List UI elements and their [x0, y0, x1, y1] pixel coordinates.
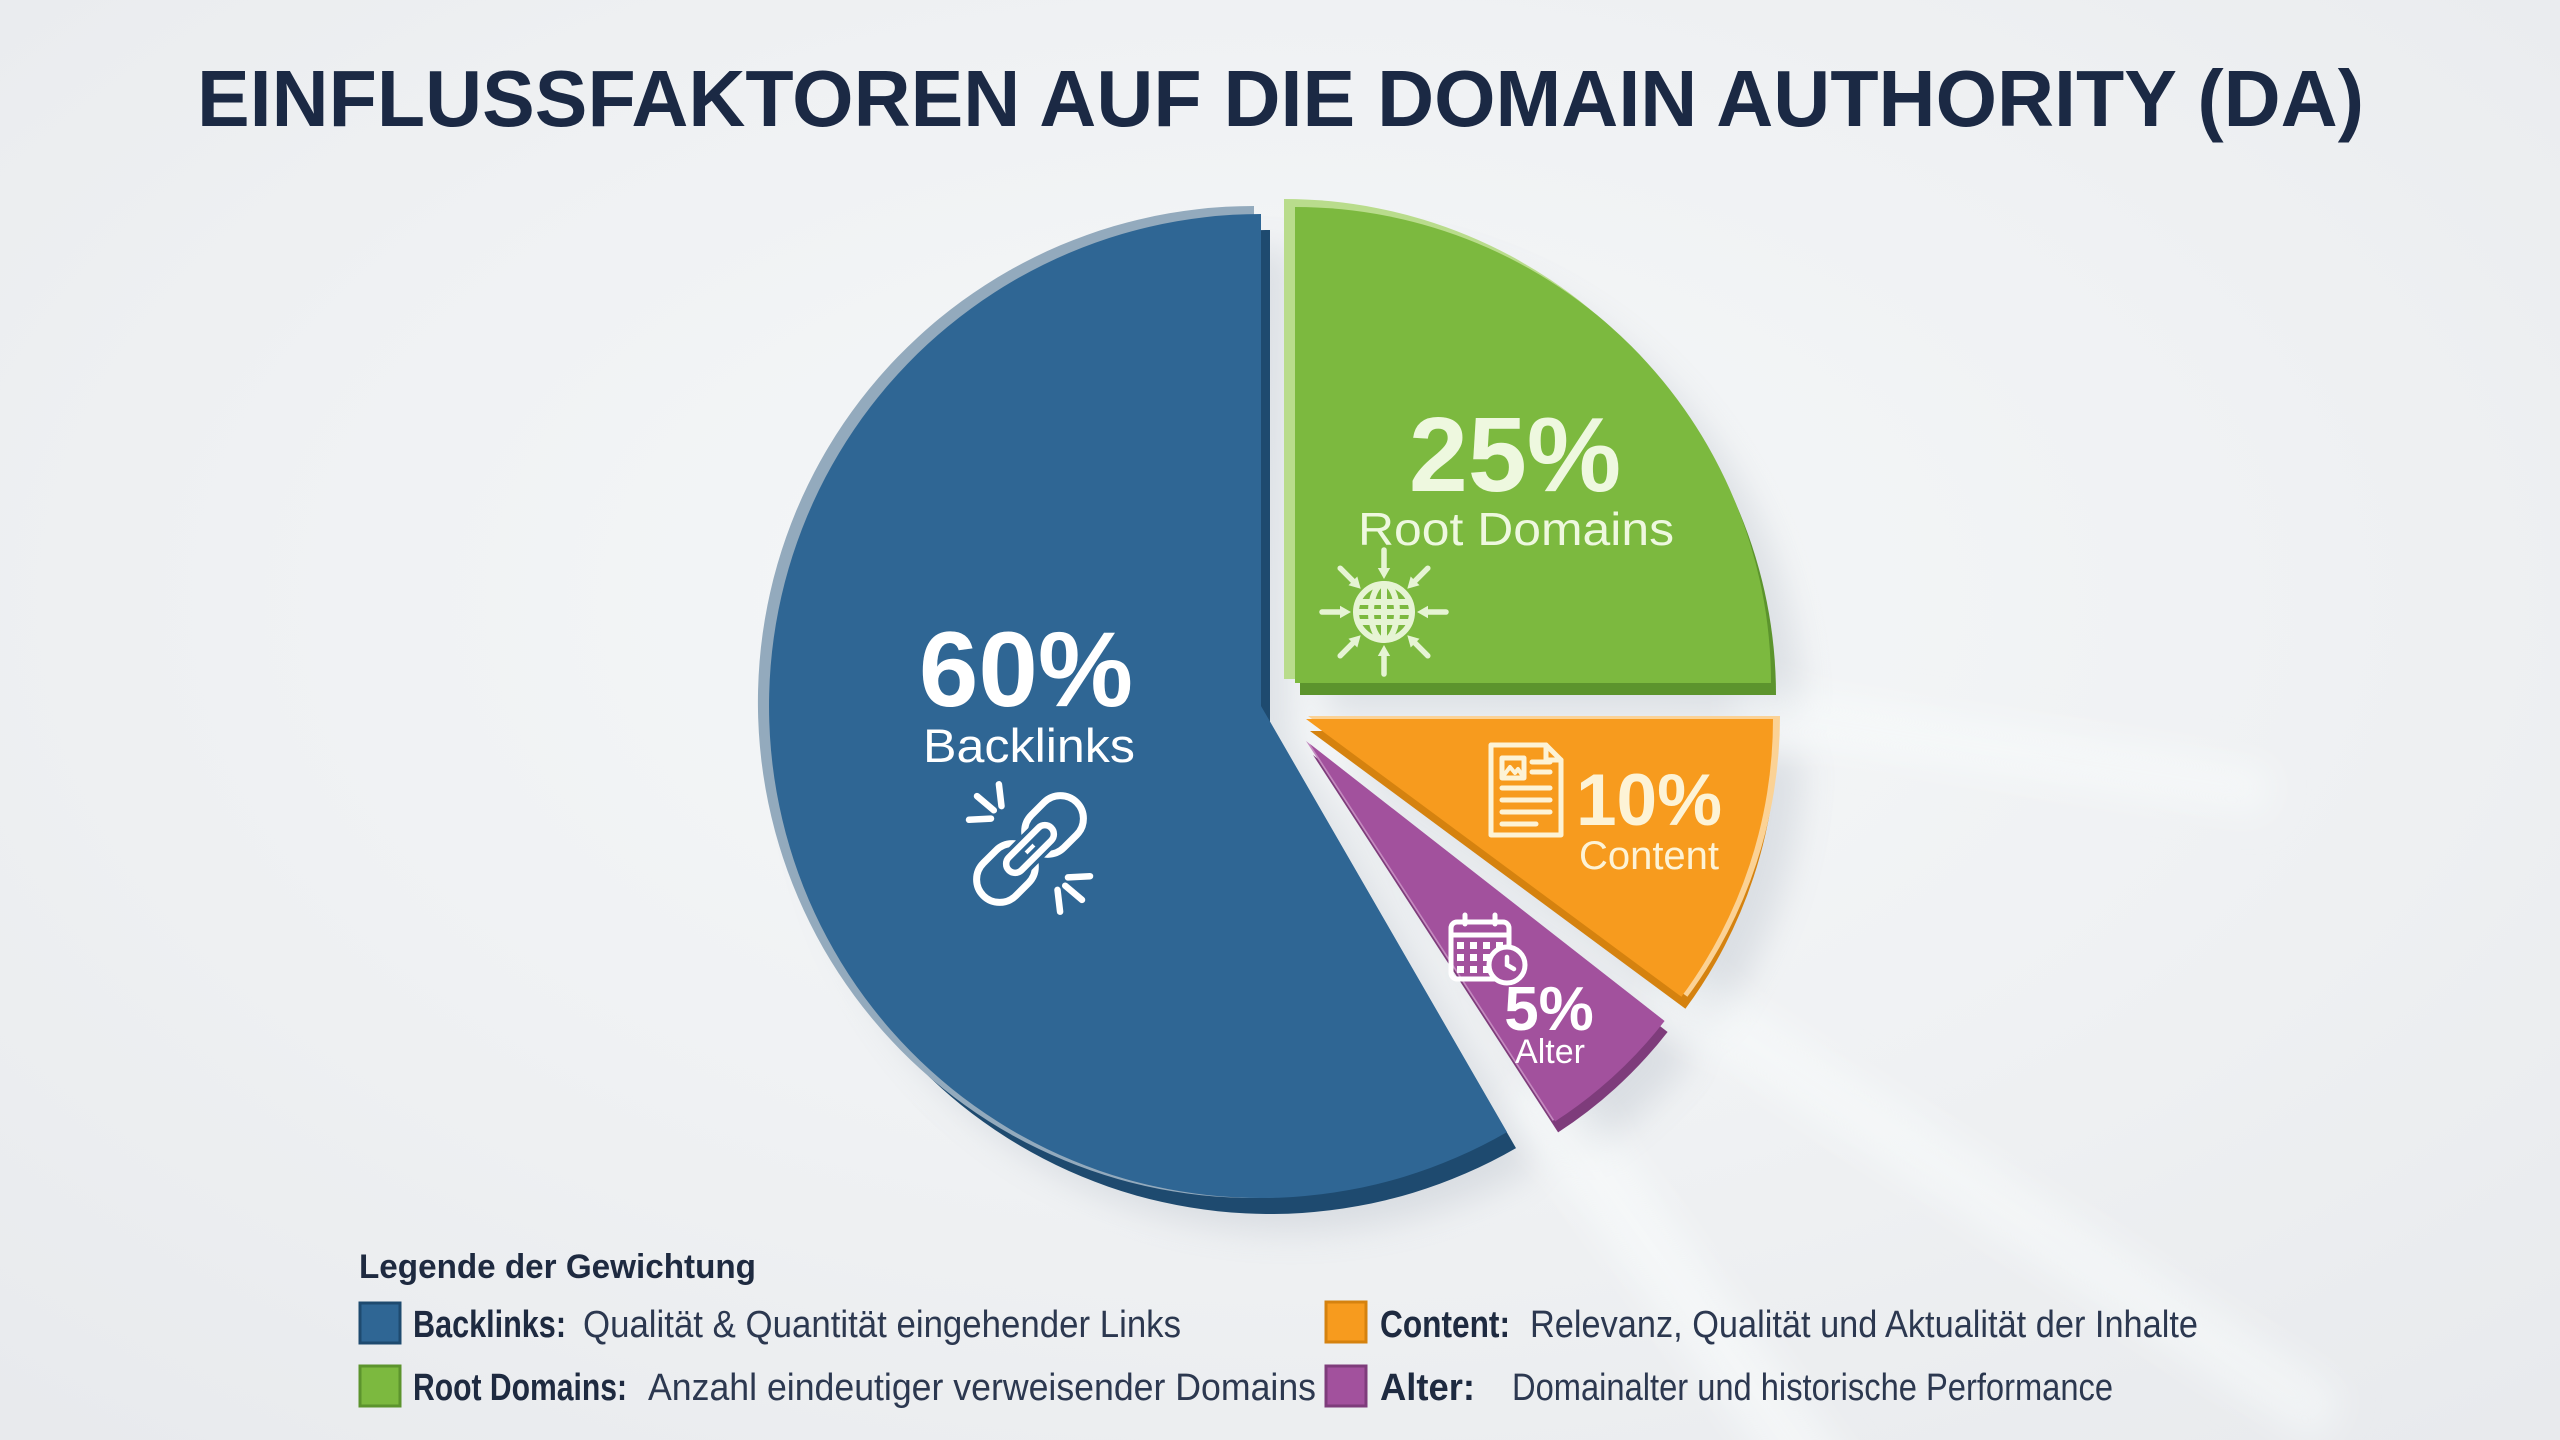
svg-text:5%: 5% — [1504, 975, 1594, 1044]
svg-text:Domainalter und historische Pe: Domainalter und historische Performance — [1512, 1367, 2113, 1409]
svg-text:60%: 60% — [919, 609, 1133, 729]
svg-text:Backlinks:: Backlinks: — [413, 1304, 566, 1346]
svg-text:Content:: Content: — [1380, 1304, 1510, 1346]
svg-text:25%: 25% — [1409, 396, 1621, 514]
svg-text:Qualität & Quantität eingehend: Qualität & Quantität eingehender Links — [583, 1304, 1181, 1346]
svg-text:Root Domains:: Root Domains: — [413, 1367, 627, 1409]
svg-text:Legende der Gewichtung: Legende der Gewichtung — [359, 1248, 756, 1286]
svg-text:Anzahl eindeutiger verweisende: Anzahl eindeutiger verweisender Domains — [648, 1367, 1316, 1409]
svg-text:Root Domains: Root Domains — [1358, 503, 1674, 555]
svg-text:Alter: Alter — [1515, 1033, 1585, 1071]
svg-text:10%: 10% — [1576, 760, 1722, 841]
svg-text:Alter:: Alter: — [1380, 1367, 1475, 1409]
svg-text:EINFLUSSFAKTOREN AUF DIE DOMAI: EINFLUSSFAKTOREN AUF DIE DOMAIN AUTHORIT… — [197, 54, 2364, 143]
svg-text:Content: Content — [1579, 834, 1719, 878]
svg-text:Backlinks: Backlinks — [923, 719, 1135, 772]
svg-text:Relevanz, Qualität und Aktuali: Relevanz, Qualität und Aktualität der In… — [1530, 1304, 2198, 1346]
